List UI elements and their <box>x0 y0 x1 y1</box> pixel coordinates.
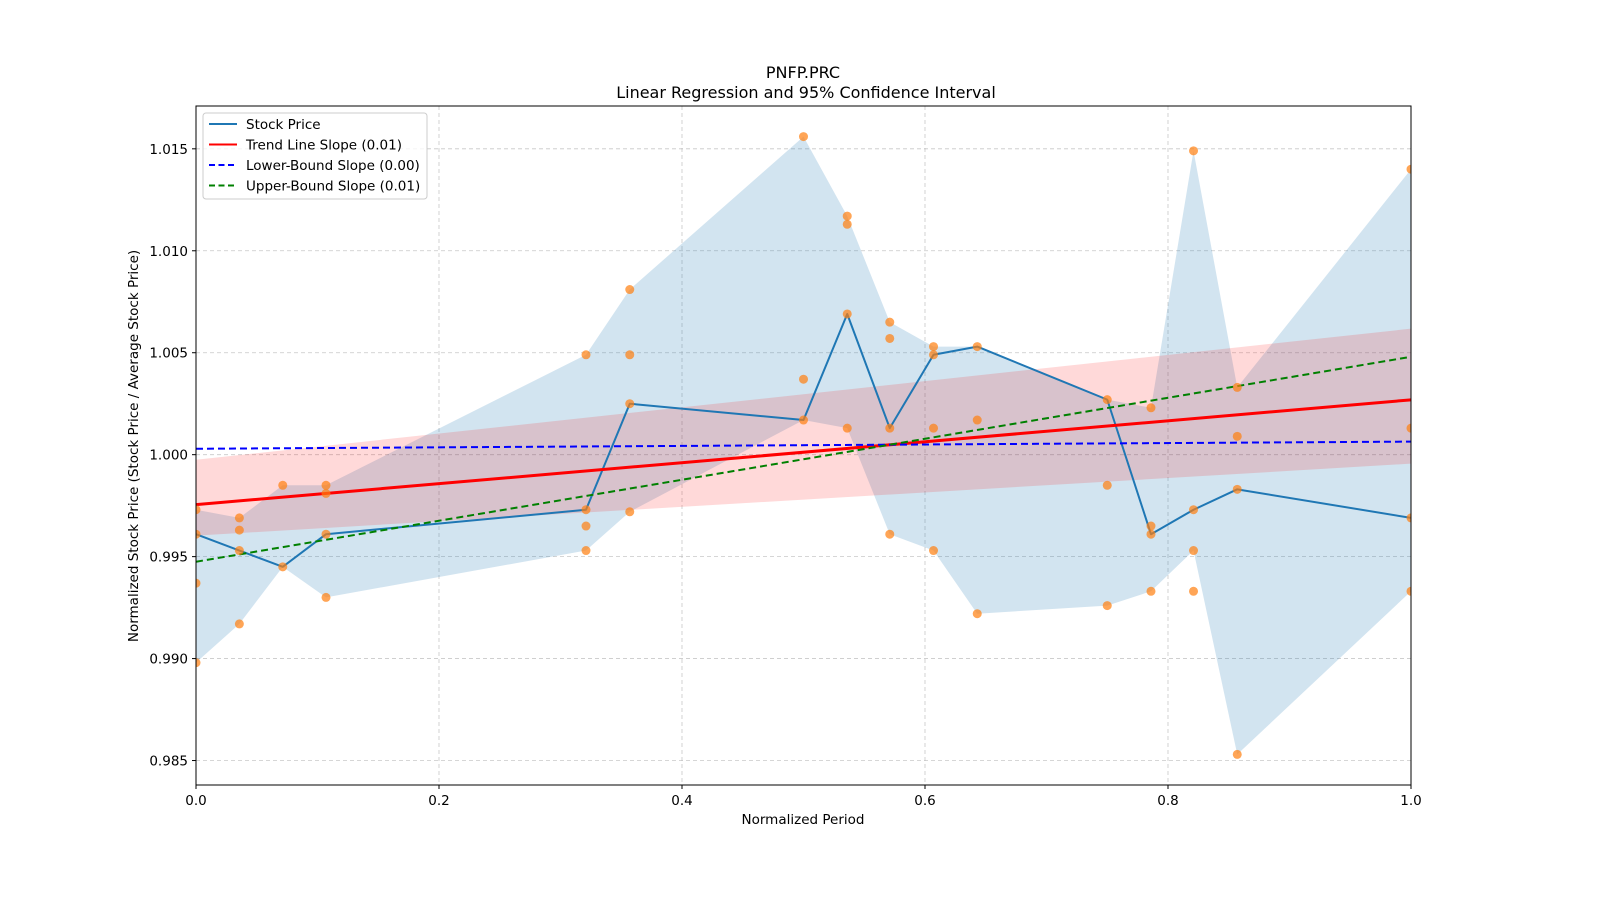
scatter-points <box>196 132 1411 759</box>
scatter-point <box>234 619 244 629</box>
scatter-point <box>625 350 635 360</box>
scatter-point <box>885 333 895 343</box>
scatter-point <box>929 546 939 556</box>
scatter-point <box>1189 586 1199 596</box>
scatter-point <box>321 488 331 498</box>
x-tick-label: 0.4 <box>671 793 692 809</box>
chart-subtitle: Linear Regression and 95% Confidence Int… <box>616 83 996 102</box>
legend-box <box>202 112 428 200</box>
scatter-point <box>1406 586 1411 596</box>
x-axis-label: Normalized Period <box>742 812 865 828</box>
y-tick-label: 0.990 <box>149 652 188 668</box>
scatter-point <box>972 342 982 352</box>
legend-entry-label: Stock Price <box>246 117 321 133</box>
scatter-point <box>1146 586 1156 596</box>
scatter-point <box>1189 146 1199 156</box>
scatter-point <box>321 480 331 490</box>
scatter-point <box>972 415 982 425</box>
scatter-point <box>929 423 939 433</box>
scatter-point <box>321 529 331 539</box>
scatter-point <box>581 546 591 556</box>
y-tick-label: 0.995 <box>149 550 188 566</box>
y-axis: 0.985 0.990 0.995 1.000 1.005 1.010 1.015 <box>149 142 196 770</box>
legend: Stock Price Trend Line Slope (0.01) Lower-… <box>202 112 428 200</box>
plot-frame <box>195 105 1412 786</box>
scatter-point <box>842 309 852 319</box>
scatter-point <box>196 505 201 515</box>
scatter-point <box>1102 395 1112 405</box>
chart-title: PNFP.PRC <box>766 63 840 82</box>
scatter-point <box>1189 505 1199 515</box>
x-tick-label: 0.2 <box>428 793 449 809</box>
scatter-point <box>842 219 852 229</box>
stock-confidence-band <box>196 136 1411 755</box>
scatter-point <box>929 350 939 360</box>
scatter-point <box>625 507 635 517</box>
x-tick-label: 0.0 <box>185 793 206 809</box>
x-tick-label: 0.8 <box>1157 793 1178 809</box>
scatter-point <box>1232 749 1242 759</box>
scatter-point <box>1406 423 1411 433</box>
scatter-point <box>1102 601 1112 611</box>
scatter-point <box>1102 480 1112 490</box>
y-tick-label: 1.015 <box>149 142 188 158</box>
scatter-point <box>885 317 895 327</box>
scatter-point <box>196 529 201 539</box>
scatter-point <box>799 132 808 142</box>
scatter-point <box>1146 403 1156 413</box>
scatter-point <box>1146 529 1156 539</box>
y-tick-label: 1.000 <box>149 448 188 464</box>
trend-confidence-band <box>196 328 1411 536</box>
scatter-point <box>581 521 591 531</box>
trend-line <box>196 398 1411 507</box>
scatter-point <box>321 592 331 602</box>
legend-entry-label: Upper-Bound Slope (0.01) <box>246 179 420 195</box>
y-axis-label: Normalized Stock Price (Stock Price / Av… <box>126 250 142 642</box>
scatter-point <box>234 546 244 556</box>
scatter-point <box>1232 484 1242 494</box>
scatter-point <box>885 423 895 433</box>
x-tick-label: 0.6 <box>914 793 935 809</box>
confidence-bands <box>196 136 1411 755</box>
scatter-point <box>196 658 201 668</box>
scatter-point <box>196 578 201 588</box>
y-tick-label: 0.985 <box>149 754 188 770</box>
scatter-point <box>278 480 288 490</box>
scatter-point <box>1406 513 1411 523</box>
x-tick-label: 1.0 <box>1400 793 1421 809</box>
scatter-point <box>972 609 982 619</box>
scatter-point <box>1232 431 1242 441</box>
scatter-point <box>625 399 635 409</box>
scatter-point <box>278 562 288 572</box>
scatter-point <box>581 505 591 515</box>
upper-bound-line <box>196 355 1411 563</box>
scatter-point <box>234 513 244 523</box>
scatter-point <box>1406 164 1411 174</box>
scatter-point <box>799 374 808 384</box>
scatter-point <box>581 350 591 360</box>
x-axis: 0.0 0.2 0.4 0.6 0.8 1.0 <box>185 785 1422 809</box>
y-tick-label: 1.005 <box>149 346 188 362</box>
scatter-point <box>842 423 852 433</box>
scatter-point <box>625 285 635 295</box>
scatter-point <box>799 415 808 425</box>
legend-entry-label: Trend Line Slope (0.01) <box>245 138 402 154</box>
scatter-point <box>1146 521 1156 531</box>
scatter-point <box>842 211 852 221</box>
lower-bound-line <box>196 440 1411 450</box>
scatter-point <box>1189 546 1199 556</box>
scatter-point <box>929 342 939 352</box>
scatter-point <box>885 529 895 539</box>
scatter-point <box>1232 382 1242 392</box>
legend-entry-label: Lower-Bound Slope (0.00) <box>246 158 420 174</box>
scatter-point <box>234 525 244 535</box>
y-tick-label: 1.010 <box>149 244 188 260</box>
